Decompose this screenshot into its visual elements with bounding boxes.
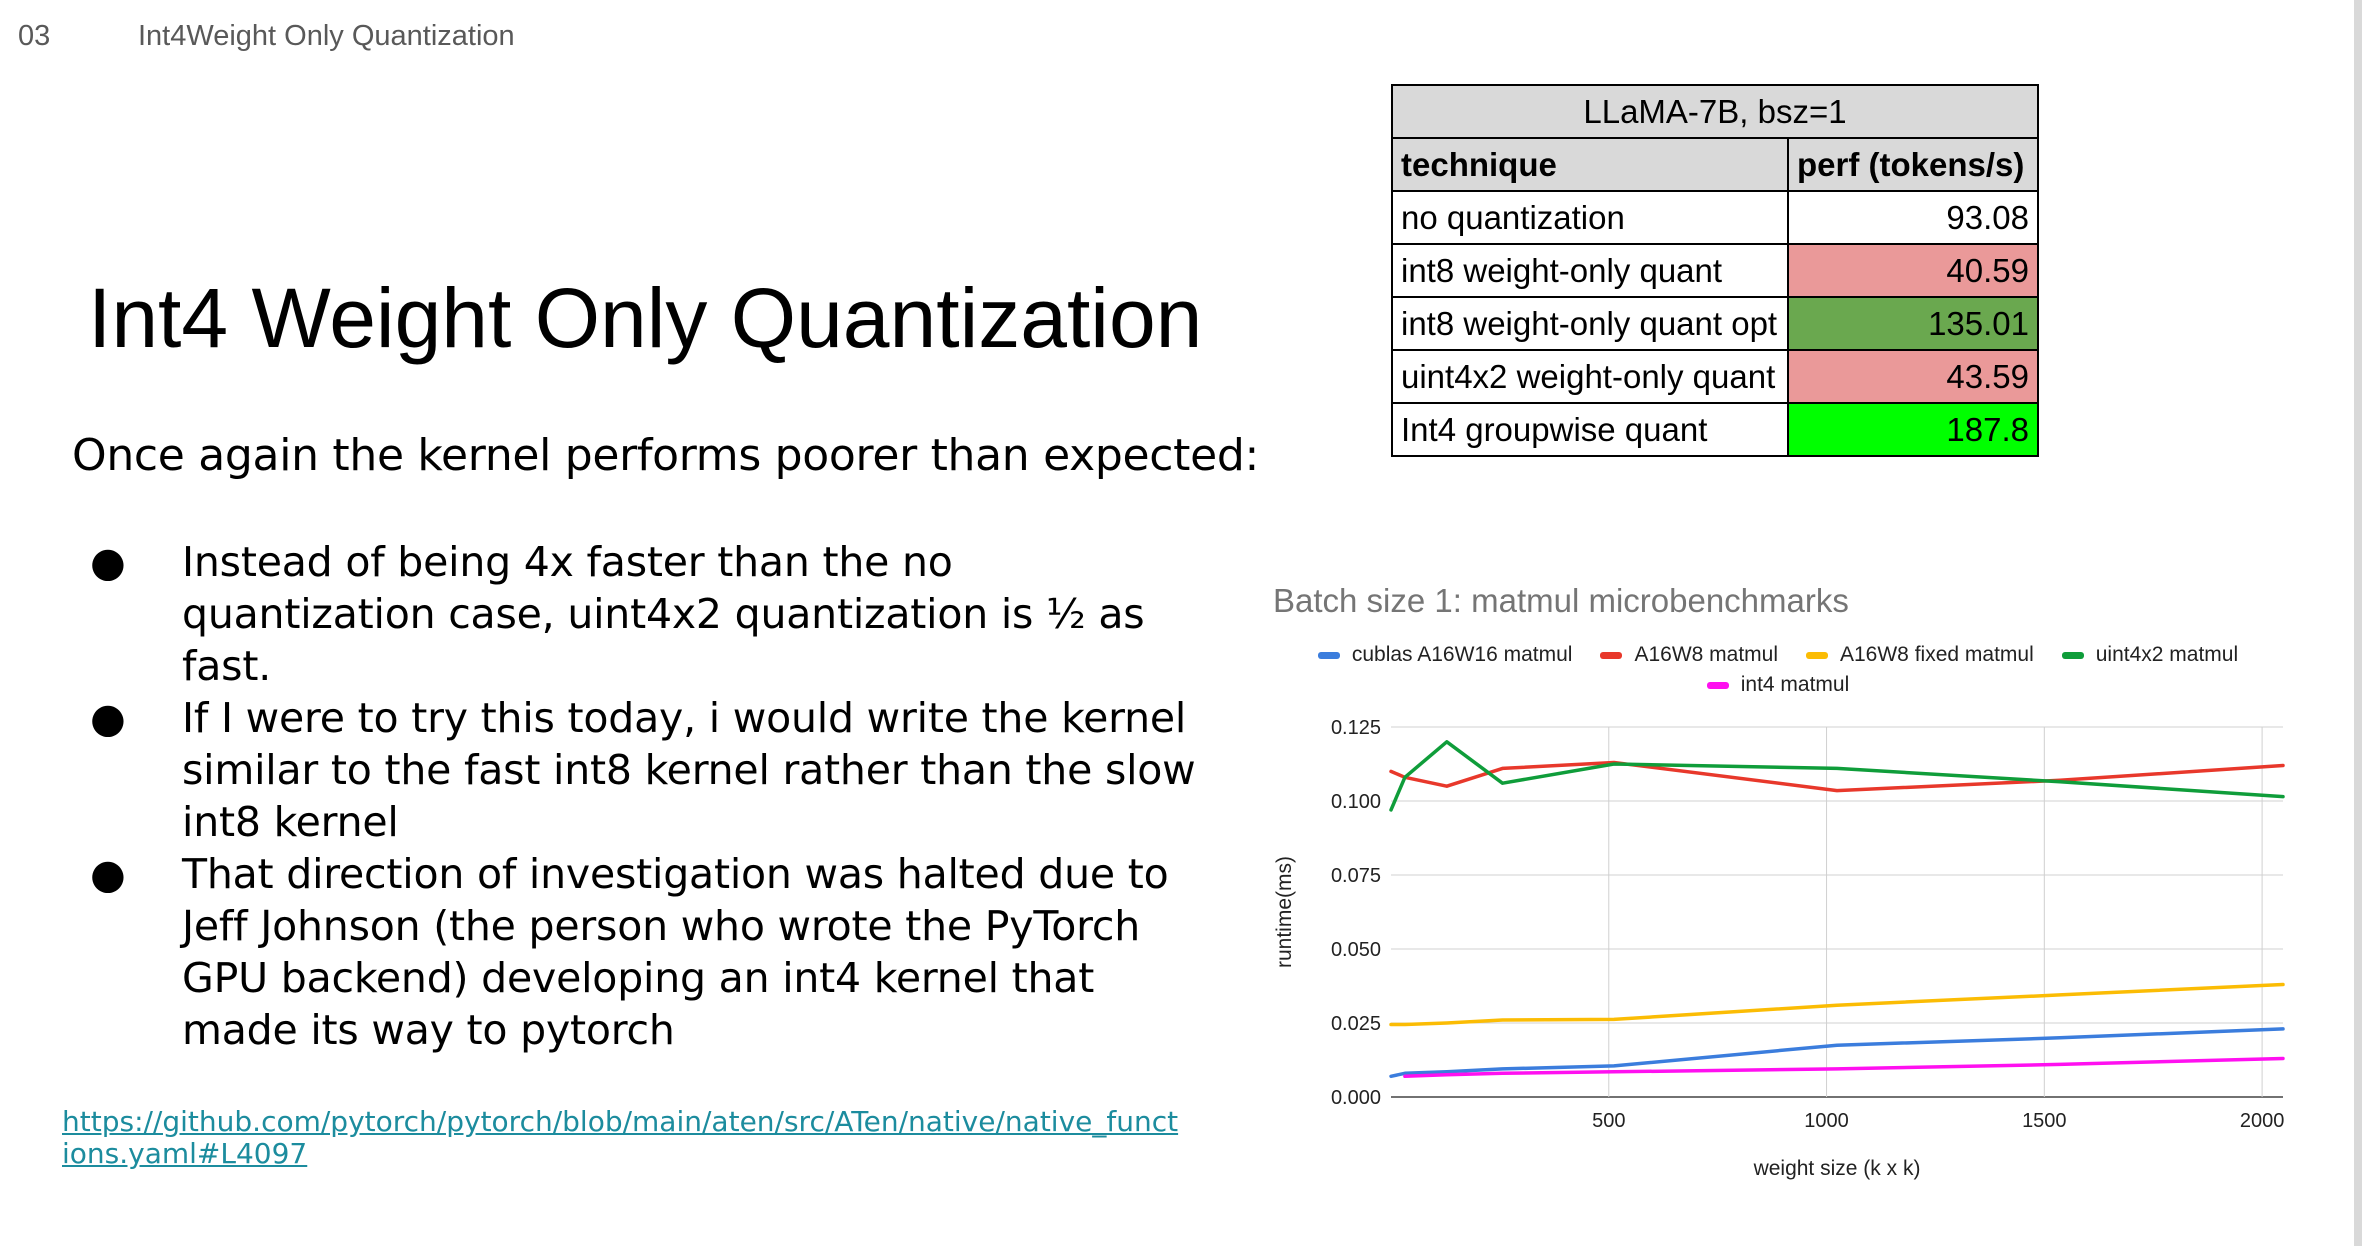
runtime-chart: 0.000 0.025 0.050 0.075 0.100 0.125 500 1000 150… — [1268, 574, 2288, 1214]
legend-swatch — [1600, 651, 1623, 659]
x-axis-title: weight size (k x k) — [1753, 1157, 1921, 1180]
header-technique: technique — [1391, 137, 1789, 192]
y-tick-label: 0.000 — [1331, 1087, 1381, 1109]
legend-label: int4 matmul — [1740, 673, 1850, 696]
cell-technique: int8 weight-only quant opt — [1391, 296, 1789, 351]
series-line — [1389, 740, 2285, 812]
bullet-item: ● Instead of being 4x faster than the no… — [90, 536, 1200, 692]
x-tick-label: 2000 — [2240, 1110, 2285, 1132]
legend-swatch — [1806, 651, 1828, 659]
x-tick-label: 500 — [1592, 1110, 1625, 1132]
table-row: Int4 groupwise quant 187.8 — [1391, 402, 2039, 457]
y-tick-label: 0.025 — [1331, 1013, 1381, 1035]
table-row: no quantization 93.08 — [1391, 190, 2039, 245]
table-header-row: technique perf (tokens/s) — [1391, 137, 2039, 192]
bullet-dot-icon: ● — [90, 538, 126, 586]
section-label: Int4Weight Only Quantization — [138, 20, 515, 52]
y-tick-label: 0.125 — [1331, 717, 1381, 739]
y-tick-label: 0.075 — [1331, 865, 1381, 887]
slide-number: 03 — [18, 20, 51, 52]
legend-label: A16W8 matmul — [1634, 643, 1778, 666]
slide-title: Int4 Weight Only Quantization — [88, 271, 1203, 365]
cell-perf: 43.59 — [1787, 349, 2039, 404]
chart-legend: cublas A16W16 matmul A16W8 matmul A16W8 … — [1268, 640, 2288, 700]
series-line — [1389, 760, 2285, 793]
perf-table: LLaMA-7B, bsz=1 technique perf (tokens/s… — [1391, 84, 2039, 457]
legend-item: A16W8 fixed matmul — [1806, 643, 2034, 667]
series-line — [1403, 1056, 2285, 1079]
legend-swatch — [1706, 681, 1729, 689]
bullet-item: ● If I were to try this today, i would w… — [90, 692, 1200, 848]
bullet-dot-icon: ● — [90, 850, 126, 898]
table-row: int8 weight-only quant opt 135.01 — [1391, 296, 2039, 351]
chart-title: Batch size 1: matmul microbenchmarks — [1273, 582, 1849, 619]
x-tick-label: 1000 — [1804, 1110, 1849, 1132]
github-link[interactable]: https://github.com/pytorch/pytorch/blob/… — [62, 1105, 1179, 1170]
bullet-list: ● Instead of being 4x faster than the no… — [90, 536, 1200, 1056]
legend-label: uint4x2 matmul — [2095, 643, 2239, 666]
series-line — [1389, 1027, 2285, 1079]
table-row: uint4x2 weight-only quant 43.59 — [1391, 349, 2039, 404]
chart-canvas: 0.000 0.025 0.050 0.075 0.100 0.125 500 1000 150… — [1273, 717, 2285, 1180]
y-axis-title: runtime(ms) — [1273, 856, 1296, 968]
cell-perf: 135.01 — [1787, 296, 2039, 351]
series-line — [1389, 982, 2285, 1027]
legend-item: A16W8 matmul — [1600, 643, 1778, 667]
bullet-item: ● That direction of investigation was ha… — [90, 848, 1200, 1056]
intro-text: Once again the kernel performs poorer th… — [72, 430, 1259, 481]
legend-item: int4 matmul — [1706, 673, 1850, 697]
window-edge — [2354, 0, 2362, 1246]
cell-perf: 40.59 — [1787, 243, 2039, 298]
cell-perf: 93.08 — [1787, 190, 2039, 245]
cell-technique: int8 weight-only quant — [1391, 243, 1789, 298]
legend-item: cublas A16W16 matmul — [1317, 643, 1573, 667]
bullet-text: Instead of being 4x faster than the no q… — [182, 538, 1145, 690]
legend-label: cublas A16W16 matmul — [1351, 643, 1573, 666]
bullet-text: That direction of investigation was halt… — [182, 850, 1169, 1054]
table-row: int8 weight-only quant 40.59 — [1391, 243, 2039, 298]
legend-row: cublas A16W16 matmul A16W8 matmul A16W8 … — [1268, 640, 2288, 670]
y-tick-label: 0.050 — [1331, 939, 1381, 961]
bullet-text: If I were to try this today, i would wri… — [182, 694, 1196, 846]
legend-swatch — [2061, 651, 2084, 659]
x-tick-label: 1500 — [2022, 1110, 2067, 1132]
cell-perf: 187.8 — [1787, 402, 2039, 457]
legend-item: uint4x2 matmul — [2061, 643, 2239, 667]
legend-swatch — [1317, 651, 1340, 659]
y-tick-label: 0.100 — [1331, 791, 1381, 813]
table-caption-row: LLaMA-7B, bsz=1 — [1391, 84, 2039, 139]
header-perf: perf (tokens/s) — [1787, 137, 2039, 192]
bullet-dot-icon: ● — [90, 694, 126, 742]
legend-row: int4 matmul — [1268, 670, 2288, 700]
cell-technique: no quantization — [1391, 190, 1789, 245]
legend-label: A16W8 fixed matmul — [1840, 643, 2034, 666]
table-caption: LLaMA-7B, bsz=1 — [1391, 84, 2039, 139]
cell-technique: Int4 groupwise quant — [1391, 402, 1789, 457]
cell-technique: uint4x2 weight-only quant — [1391, 349, 1789, 404]
